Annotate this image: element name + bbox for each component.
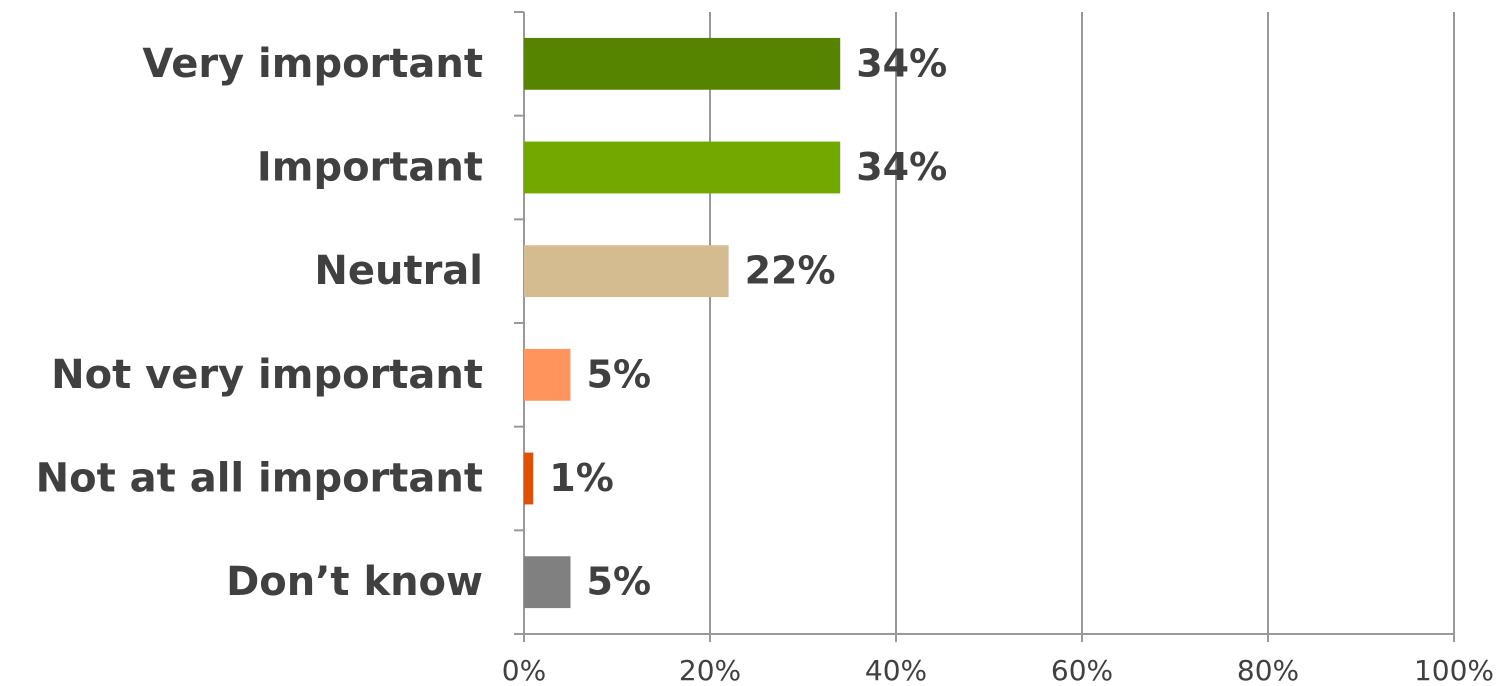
value-label: 1% <box>549 456 614 500</box>
category-label: Neutral <box>314 248 483 294</box>
value-label: 5% <box>587 352 652 396</box>
bar <box>524 556 571 609</box>
bar <box>524 348 571 401</box>
value-label: 34% <box>856 41 947 85</box>
category-label: Very important <box>142 41 483 87</box>
value-label: 5% <box>587 560 652 604</box>
bar <box>524 452 534 505</box>
x-tick-label: 60% <box>1051 654 1113 686</box>
bar <box>524 37 841 90</box>
x-tick-label: 20% <box>679 654 741 686</box>
category-label: Not at all important <box>36 456 483 502</box>
value-label: 22% <box>745 249 836 293</box>
category-label: Important <box>257 145 483 191</box>
x-tick-label: 80% <box>1237 654 1299 686</box>
category-label: Don’t know <box>226 559 483 605</box>
bar <box>524 245 729 298</box>
category-label: Not very important <box>51 352 483 398</box>
bar <box>524 141 841 194</box>
x-tick-label: 100% <box>1414 654 1494 686</box>
value-label: 34% <box>856 145 947 189</box>
x-tick-label: 0% <box>502 654 546 686</box>
x-tick-label: 40% <box>865 654 927 686</box>
